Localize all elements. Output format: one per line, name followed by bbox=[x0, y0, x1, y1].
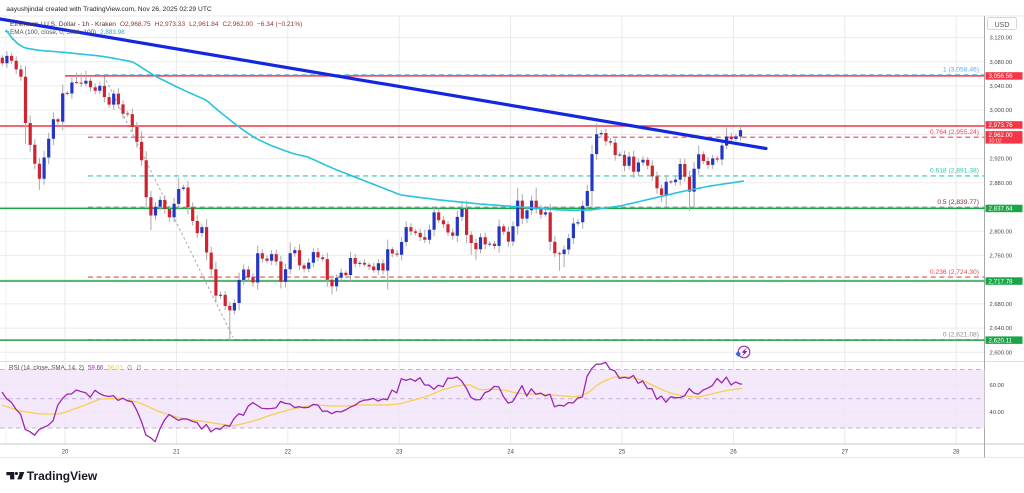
svg-text:1 (3,058.46): 1 (3,058.46) bbox=[943, 67, 979, 74]
svg-text:TradingView: TradingView bbox=[27, 469, 98, 483]
svg-text:3,040.00: 3,040.00 bbox=[990, 84, 1013, 90]
svg-text:30:02: 30:02 bbox=[989, 139, 1002, 145]
svg-text:2,680.00: 2,680.00 bbox=[990, 302, 1013, 308]
svg-text:2,880.00: 2,880.00 bbox=[990, 181, 1013, 187]
svg-text:23: 23 bbox=[396, 450, 403, 456]
svg-text:60.00: 60.00 bbox=[990, 383, 1005, 389]
svg-text:22: 22 bbox=[284, 450, 291, 456]
svg-text:3,120.00: 3,120.00 bbox=[990, 36, 1013, 42]
svg-text:3,080.00: 3,080.00 bbox=[990, 60, 1013, 66]
svg-text:27: 27 bbox=[841, 450, 848, 456]
svg-text:26: 26 bbox=[730, 450, 737, 456]
svg-text:0.5 (2,839.77): 0.5 (2,839.77) bbox=[937, 199, 979, 206]
svg-text:0.618 (2,891.38): 0.618 (2,891.38) bbox=[930, 168, 979, 175]
svg-text:aayushjindal created with Trad: aayushjindal created with TradingView.co… bbox=[6, 6, 212, 13]
svg-text:25: 25 bbox=[619, 450, 626, 456]
svg-text:2,600.00: 2,600.00 bbox=[990, 350, 1013, 356]
svg-text:USD: USD bbox=[995, 22, 1010, 29]
svg-text:EMA (100, close, 0, SMA, 100)2: EMA (100, close, 0, SMA, 100) 2,883.98 bbox=[10, 29, 125, 36]
svg-text:2,837.64: 2,837.64 bbox=[989, 206, 1014, 213]
svg-text:2,962.00: 2,962.00 bbox=[989, 132, 1014, 139]
svg-text:RSI (14, close, SMA, 14, 2)59.: RSI (14, close, SMA, 14, 2) 59.66 56.01 ∅ ∅ bbox=[9, 365, 142, 372]
svg-text:2,800.00: 2,800.00 bbox=[990, 229, 1013, 235]
svg-text:0 (2,621.08): 0 (2,621.08) bbox=[943, 331, 979, 338]
svg-text:2,760.00: 2,760.00 bbox=[990, 254, 1013, 260]
svg-text:20: 20 bbox=[62, 450, 69, 456]
svg-text:28: 28 bbox=[953, 450, 960, 456]
svg-text:21: 21 bbox=[173, 450, 180, 456]
svg-text:2,640.00: 2,640.00 bbox=[990, 326, 1013, 332]
svg-text:24: 24 bbox=[507, 450, 514, 456]
svg-text:40.00: 40.00 bbox=[990, 410, 1005, 416]
svg-text:Ethereum / U.S. Dollar - 1h -: Ethereum / U.S. Dollar - 1h - Kraken O2,9… bbox=[10, 21, 302, 28]
svg-text:0.236 (2,724.30): 0.236 (2,724.30) bbox=[930, 269, 979, 276]
svg-text:3,056.56: 3,056.56 bbox=[989, 73, 1014, 80]
svg-text:2,620.11: 2,620.11 bbox=[989, 337, 1013, 344]
svg-text:2,717.78: 2,717.78 bbox=[989, 278, 1014, 285]
svg-text:2,973.76: 2,973.76 bbox=[989, 122, 1014, 129]
svg-text:3,000.00: 3,000.00 bbox=[990, 108, 1013, 114]
svg-text:0.764 (2,955.24): 0.764 (2,955.24) bbox=[930, 129, 979, 136]
svg-text:2,920.00: 2,920.00 bbox=[990, 157, 1013, 163]
